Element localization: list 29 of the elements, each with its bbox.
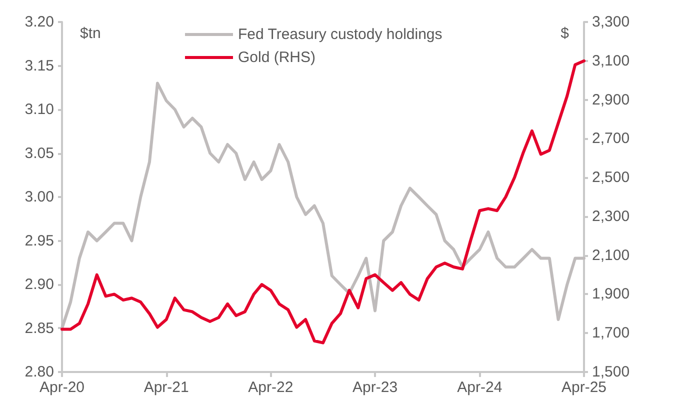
y2-axis-title: $ bbox=[560, 25, 570, 42]
y-tick-label: 2.90 bbox=[24, 276, 54, 293]
y2-tick-label: 2,500 bbox=[592, 169, 630, 186]
y2-tick-label: 1,700 bbox=[592, 324, 630, 342]
legend-label: Gold (RHS) bbox=[238, 49, 316, 66]
y-tick-label: 3.00 bbox=[24, 188, 54, 206]
x-tick-label: Apr-22 bbox=[248, 379, 294, 396]
x-tick-label: Apr-24 bbox=[457, 379, 502, 396]
y2-tick-label: 2,300 bbox=[592, 208, 630, 225]
y-tick-label: 3.20 bbox=[24, 14, 54, 30]
y2-tick-label: 2,100 bbox=[592, 246, 630, 264]
y-tick-label: 2.80 bbox=[24, 364, 54, 380]
y2-tick-label: 2,900 bbox=[592, 91, 630, 108]
y-tick-label: 2.85 bbox=[24, 320, 54, 337]
y2-tick-label: 1,500 bbox=[592, 364, 630, 380]
legend-label: Fed Treasury custody holdings bbox=[238, 26, 442, 43]
x-tick-label: Apr-21 bbox=[144, 379, 189, 396]
y2-tick-label: 1,900 bbox=[592, 286, 630, 303]
y2-tick-label: 3,100 bbox=[592, 52, 630, 70]
x-tick-label: Apr-23 bbox=[352, 379, 398, 396]
y-axis-title: $tn bbox=[80, 25, 101, 42]
y2-tick-label: 2,700 bbox=[592, 130, 630, 148]
y-tick-label: 3.05 bbox=[24, 144, 54, 162]
x-tick-label: Apr-25 bbox=[561, 379, 607, 396]
x-tick-label: Apr-20 bbox=[39, 379, 85, 396]
y-tick-label: 2.95 bbox=[24, 232, 54, 250]
y2-tick-label: 3,300 bbox=[592, 14, 630, 30]
y-tick-label: 3.10 bbox=[24, 101, 54, 118]
y-tick-label: 3.15 bbox=[24, 57, 54, 74]
